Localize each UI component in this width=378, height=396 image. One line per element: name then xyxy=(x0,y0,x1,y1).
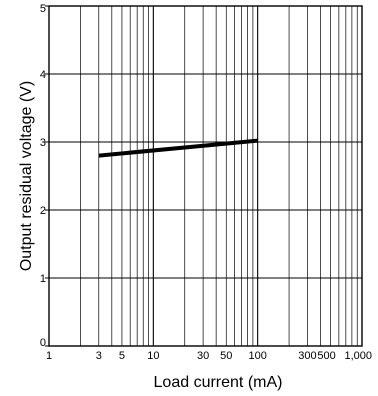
plot-border xyxy=(48,5,363,347)
x-tick-label-2: 5 xyxy=(119,350,125,362)
x-tick-label-0: 1 xyxy=(46,350,52,362)
y-tick-label-3: 3 xyxy=(40,137,46,149)
x-tick-label-5: 50 xyxy=(220,350,232,362)
x-tick-label-6: 100 xyxy=(248,350,266,362)
x-axis-title: Load current (mA) xyxy=(154,374,283,391)
x-tick-label-4: 30 xyxy=(197,350,209,362)
series xyxy=(98,138,258,158)
y-axis-title: Output residual voltage (V) xyxy=(18,81,35,271)
y-tick-label-2: 2 xyxy=(40,205,46,217)
y-tick-labels: 0 1 2 3 4 5 xyxy=(40,3,46,349)
y-tick-label-1: 1 xyxy=(40,273,46,285)
x-tick-label-7: 300 xyxy=(298,350,316,362)
x-tick-label-8: 500 xyxy=(317,350,335,362)
x-tick-label-1: 3 xyxy=(96,350,102,362)
y-tick-label-4: 4 xyxy=(40,69,46,81)
x-tick-label-9: 1,000 xyxy=(344,350,372,362)
plot-frame xyxy=(45,5,363,347)
y-tick-label-0: 0 xyxy=(40,337,46,349)
series-line-0 xyxy=(98,138,258,158)
y-tick-label-5: 5 xyxy=(40,3,46,15)
grid xyxy=(49,6,362,346)
x-tick-labels: 1 3 5 10 30 50 100 300 500 1,000 xyxy=(46,350,372,362)
x-tick-label-3: 10 xyxy=(147,350,159,362)
